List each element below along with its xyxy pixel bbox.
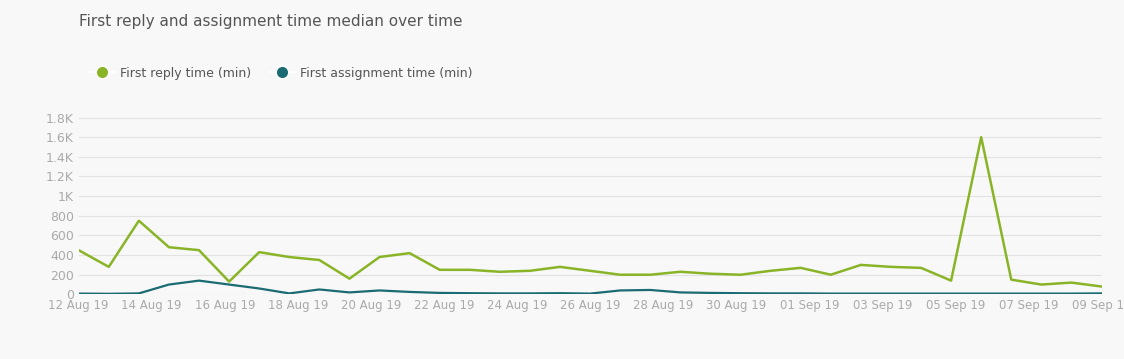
Legend: First reply time (min), First assignment time (min): First reply time (min), First assignment… — [85, 62, 478, 85]
Text: First reply and assignment time median over time: First reply and assignment time median o… — [79, 14, 462, 29]
